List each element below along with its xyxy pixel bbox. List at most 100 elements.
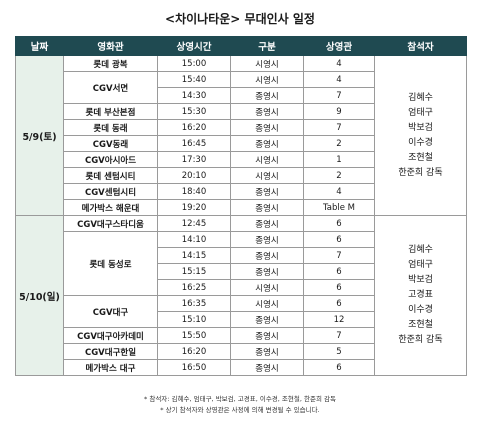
notes: * 참석자: 김혜수, 엄태구, 박보검, 고경표, 이수경, 조현철, 한준희…	[0, 394, 480, 416]
header-row: 날짜 영화관 상영시간 구분 상영관 참석자	[15, 36, 467, 56]
theater-cell: CGV대구	[63, 295, 158, 328]
screen-cell: Table M	[303, 199, 375, 216]
table-row: CGV아시아드 17:30 시영시 1	[16, 151, 467, 168]
screen-cell: 6	[303, 231, 375, 248]
table-row: 5/9(토) 롯데 광복 15:00 시영시 4 김혜수 엄태구 박보검 이수경 조현철 한준희 감…	[15, 55, 467, 216]
theater-cell: CGV대구스타디움	[63, 215, 158, 232]
attendee-name: 엄태구	[408, 107, 433, 118]
type-cell: 종영시	[230, 215, 304, 232]
screen-cell: 6	[303, 295, 375, 312]
header-type: 구분	[230, 36, 304, 56]
table-row: 15:10 종영시 12	[16, 311, 467, 328]
screen-cell: 6	[303, 215, 375, 232]
attendee-name: 엄태구	[408, 260, 433, 270]
time-cell: 15:15	[157, 263, 231, 280]
table-row: 5/10(일) CGV대구스타디움 12:45 종영시 6 김혜수 엄태구 박보검 고경표 이수경…	[15, 215, 467, 376]
theater-cell: 롯데 광복	[63, 55, 158, 72]
type-cell: 시영시	[230, 279, 304, 296]
type-cell: 시영시	[230, 71, 304, 88]
attendee-name: 김혜수	[408, 245, 433, 255]
time-cell: 15:40	[157, 71, 231, 88]
attendee-name: 김혜수	[408, 92, 433, 103]
screen-cell: 7	[303, 87, 375, 104]
header-time: 상영시간	[157, 36, 231, 56]
header-attendees: 참석자	[374, 36, 467, 56]
attendee-name: 한준희 감독	[398, 167, 443, 178]
type-cell: 시영시	[230, 55, 304, 72]
date-cell: 5/9(토)	[15, 55, 64, 216]
screen-cell: 2	[303, 135, 375, 152]
type-cell: 종영시	[230, 199, 304, 216]
theater-cell: 롯데 부산본점	[63, 103, 158, 120]
type-cell: 시영시	[230, 295, 304, 312]
type-cell: 종영시	[230, 183, 304, 200]
attendees-cell: 김혜수 엄태구 박보검 고경표 이수경 조현철 한준희 감독	[374, 215, 467, 376]
screen-cell: 5	[303, 343, 375, 360]
theater-cell: 롯데 센텀시티	[63, 167, 158, 184]
screen-cell: 9	[303, 103, 375, 120]
theater-cell: 메가박스 해운대	[63, 199, 158, 216]
table-row: CGV동래 16:45 종영시 2	[16, 135, 467, 152]
theater-cell: CGV대구한일	[63, 343, 158, 360]
time-cell: 16:20	[157, 343, 231, 360]
type-cell: 종영시	[230, 263, 304, 280]
time-cell: 17:30	[157, 151, 231, 168]
time-cell: 16:20	[157, 119, 231, 136]
theater-cell: CGV동래	[63, 135, 158, 152]
type-cell: 시영시	[230, 151, 304, 168]
type-cell: 종영시	[230, 119, 304, 136]
time-cell: 14:30	[157, 87, 231, 104]
time-cell: 18:40	[157, 183, 231, 200]
time-cell: 12:45	[157, 215, 231, 232]
screen-cell: 4	[303, 183, 375, 200]
screen-cell: 4	[303, 71, 375, 88]
attendee-name: 이수경	[408, 137, 433, 148]
type-cell: 종영시	[230, 231, 304, 248]
screen-cell: 6	[303, 279, 375, 296]
schedule-body: 5/9(토) 롯데 광복 15:00 시영시 4 김혜수 엄태구 박보검 이수경 조현철 한준희 감…	[15, 55, 467, 376]
page-title: <차이나타운> 무대인사 일정	[165, 12, 315, 26]
type-cell: 종영시	[230, 311, 304, 328]
time-cell: 15:30	[157, 103, 231, 120]
time-cell: 20:10	[157, 167, 231, 184]
type-cell: 종영시	[230, 135, 304, 152]
type-cell: 종영시	[230, 103, 304, 120]
time-cell: 16:35	[157, 295, 231, 312]
attendee-name: 박보검	[408, 275, 433, 285]
attendee-name: 조현철	[408, 152, 433, 163]
theater-cell: CGV아시아드	[63, 151, 158, 168]
table-row: CGV센텀시티 18:40 종영시 4	[16, 183, 467, 200]
type-cell: 시영시	[230, 167, 304, 184]
theater-cell: 롯데 동성로	[63, 231, 158, 296]
theater-cell: 롯데 동래	[63, 119, 158, 136]
header-screen: 상영관	[303, 36, 375, 56]
type-cell: 종영시	[230, 343, 304, 360]
table-row: CGV대구아카데미 15:50 종영시 7	[16, 327, 467, 344]
screen-cell: 4	[303, 55, 375, 72]
type-cell: 종영시	[230, 87, 304, 104]
attendee-name: 박보검	[408, 122, 433, 133]
time-cell: 16:45	[157, 135, 231, 152]
theater-cell: CGV서면	[63, 71, 158, 104]
type-cell: 종영시	[230, 247, 304, 264]
attendee-name: 한준희 감독	[398, 335, 443, 345]
schedule-table: 날짜 영화관 상영시간 구분 상영관 참석자 5/9(토) 롯데 광복 15:00 시…	[15, 36, 467, 376]
type-cell: 종영시	[230, 359, 304, 376]
time-cell: 15:50	[157, 327, 231, 344]
screen-cell: 7	[303, 327, 375, 344]
screen-cell: 1	[303, 151, 375, 168]
attendee-name: 고경표	[408, 290, 433, 300]
screen-cell: 7	[303, 119, 375, 136]
header-theater: 영화관	[63, 36, 158, 56]
attendee-name: 이수경	[408, 305, 433, 315]
type-cell: 종영시	[230, 327, 304, 344]
time-cell: 16:50	[157, 359, 231, 376]
date-cell: 5/10(일)	[15, 215, 64, 376]
theater-cell: CGV센텀시티	[63, 183, 158, 200]
screen-cell: 2	[303, 167, 375, 184]
screen-cell: 12	[303, 311, 375, 328]
table-row: 롯데 센텀시티 20:10 시영시 2	[16, 167, 467, 184]
theater-cell: CGV대구아카데미	[63, 327, 158, 344]
time-cell: 16:25	[157, 279, 231, 296]
